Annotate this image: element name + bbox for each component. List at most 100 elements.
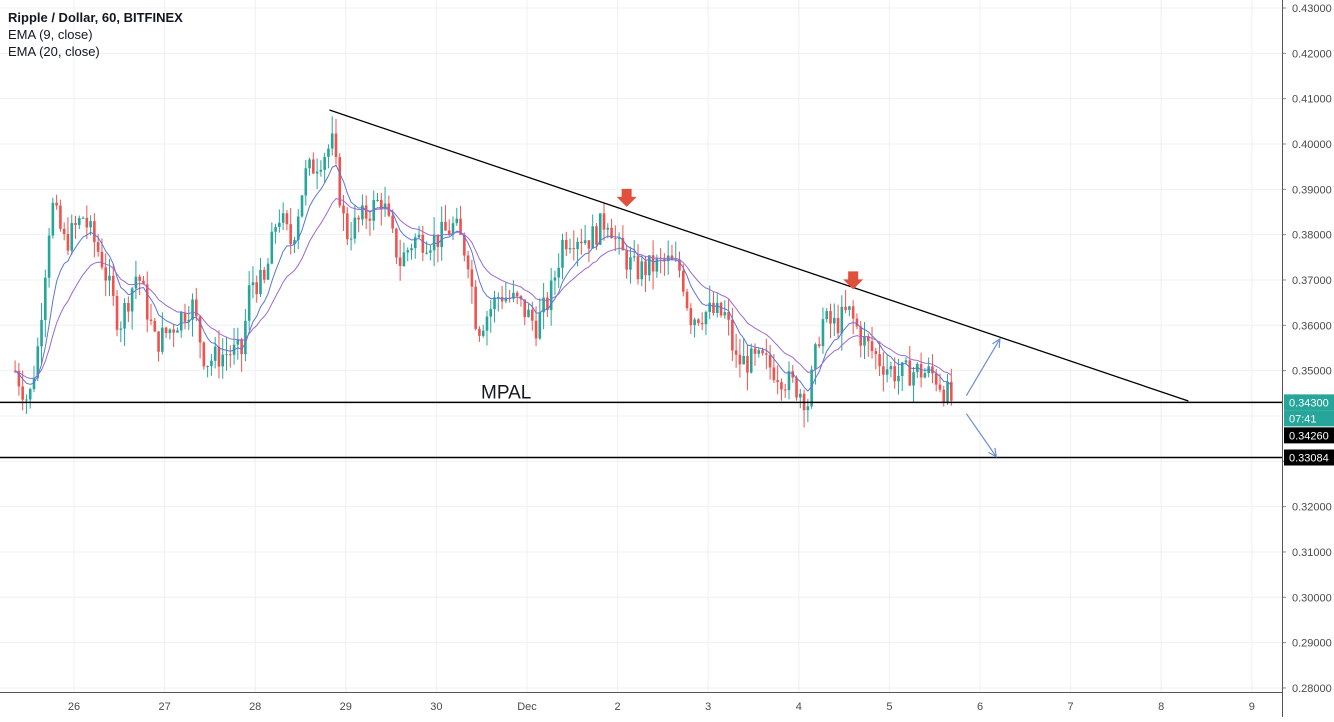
candle-body <box>285 213 289 225</box>
y-tick-label: 0.31000 <box>1292 547 1332 559</box>
symbol-title: Ripple / Dollar, 60, BITFINEX <box>8 10 183 25</box>
y-tick-label: 0.43000 <box>1292 3 1332 15</box>
candle-body <box>644 261 647 276</box>
candle-body <box>138 276 141 281</box>
candle-body <box>885 369 889 375</box>
candle-body <box>225 354 228 356</box>
candle-body <box>376 199 379 201</box>
candle-body <box>108 275 111 281</box>
candle-body <box>176 330 179 333</box>
candle-body <box>863 336 866 346</box>
candle-body <box>296 216 300 240</box>
candle-body <box>47 235 51 278</box>
candle-body <box>406 250 410 253</box>
candle-body <box>187 319 191 322</box>
candle-body <box>25 399 28 401</box>
y-tick-label: 0.42000 <box>1292 48 1332 60</box>
candle-body <box>142 280 145 285</box>
candle-body <box>255 282 259 295</box>
candle-body <box>780 382 783 390</box>
candle-body <box>851 306 855 319</box>
last-price-label: 0.34300 <box>1289 397 1329 409</box>
candle-body <box>553 277 557 281</box>
candle-body <box>383 203 387 209</box>
candle-body <box>738 354 742 365</box>
candle-body <box>568 248 572 250</box>
x-tick-label: 27 <box>158 701 170 713</box>
candle-body <box>950 381 953 401</box>
candle-body <box>799 393 802 398</box>
y-tick-label: 0.29000 <box>1292 638 1332 650</box>
candle-body <box>708 302 712 312</box>
candle-body <box>866 336 870 342</box>
candle-body <box>832 317 836 324</box>
candle-body <box>130 288 134 312</box>
candle-body <box>742 355 745 365</box>
candle-body <box>712 302 715 313</box>
x-tick-label: 30 <box>430 701 442 713</box>
candle-body <box>704 311 708 325</box>
candle-body <box>772 367 776 381</box>
x-tick-label: Dec <box>517 701 537 713</box>
y-tick-label: 0.41000 <box>1292 94 1332 106</box>
candle-body <box>595 226 598 245</box>
candle-body <box>727 312 730 320</box>
candle-body <box>715 302 719 313</box>
bar-countdown-label-bg <box>1284 410 1334 427</box>
candle-body <box>40 319 43 347</box>
candle-body <box>882 366 885 375</box>
candle-body <box>447 230 451 235</box>
price-label: 0.34260 <box>1289 430 1329 442</box>
x-tick-label: 26 <box>68 701 80 713</box>
candle-body <box>617 237 621 239</box>
candle-body <box>685 291 689 309</box>
candle-body <box>410 248 413 251</box>
candle-body <box>904 360 908 363</box>
y-tick-label: 0.28000 <box>1292 683 1332 695</box>
candle-body <box>153 320 157 332</box>
candle-body <box>580 241 583 244</box>
candle-body <box>421 234 425 253</box>
candle-body <box>481 330 485 336</box>
candle-body <box>417 234 421 238</box>
candle-body <box>304 168 308 196</box>
indicator-ema9-label: EMA (9, close) <box>8 27 93 42</box>
candle-body <box>440 221 443 248</box>
candle-body <box>81 217 85 219</box>
candle-body <box>127 302 130 312</box>
x-tick-label: 8 <box>1158 701 1164 713</box>
candle-body <box>621 237 625 251</box>
candle-body <box>119 328 123 330</box>
candle-body <box>855 318 859 327</box>
candle-body <box>244 320 247 355</box>
candle-body <box>912 372 915 386</box>
candle-body <box>36 346 40 378</box>
candle-body <box>542 297 545 313</box>
indicator-ema20-label: EMA (20, close) <box>8 44 100 59</box>
candle-body <box>213 346 217 361</box>
candle-body <box>485 316 489 331</box>
candle-body <box>591 226 594 249</box>
candle-body <box>817 344 821 347</box>
y-tick-label: 0.38000 <box>1292 230 1332 242</box>
candle-body <box>814 344 817 370</box>
candle-body <box>274 227 277 232</box>
candle-body <box>251 282 255 286</box>
candle-body <box>259 269 262 295</box>
candle-body <box>361 205 364 220</box>
y-tick-label: 0.36000 <box>1292 320 1332 332</box>
candle-body <box>278 222 281 228</box>
level-price-label-bg <box>1284 449 1334 466</box>
candle-body <box>111 275 115 296</box>
candle-body <box>655 258 659 272</box>
candle-body <box>606 227 610 230</box>
candle-body <box>198 316 202 343</box>
candle-body <box>753 348 757 354</box>
candle-body <box>157 331 160 352</box>
x-tick-label: 4 <box>796 701 802 713</box>
candle-body <box>908 360 912 386</box>
candle-body <box>247 285 251 321</box>
candle-body <box>334 133 338 158</box>
